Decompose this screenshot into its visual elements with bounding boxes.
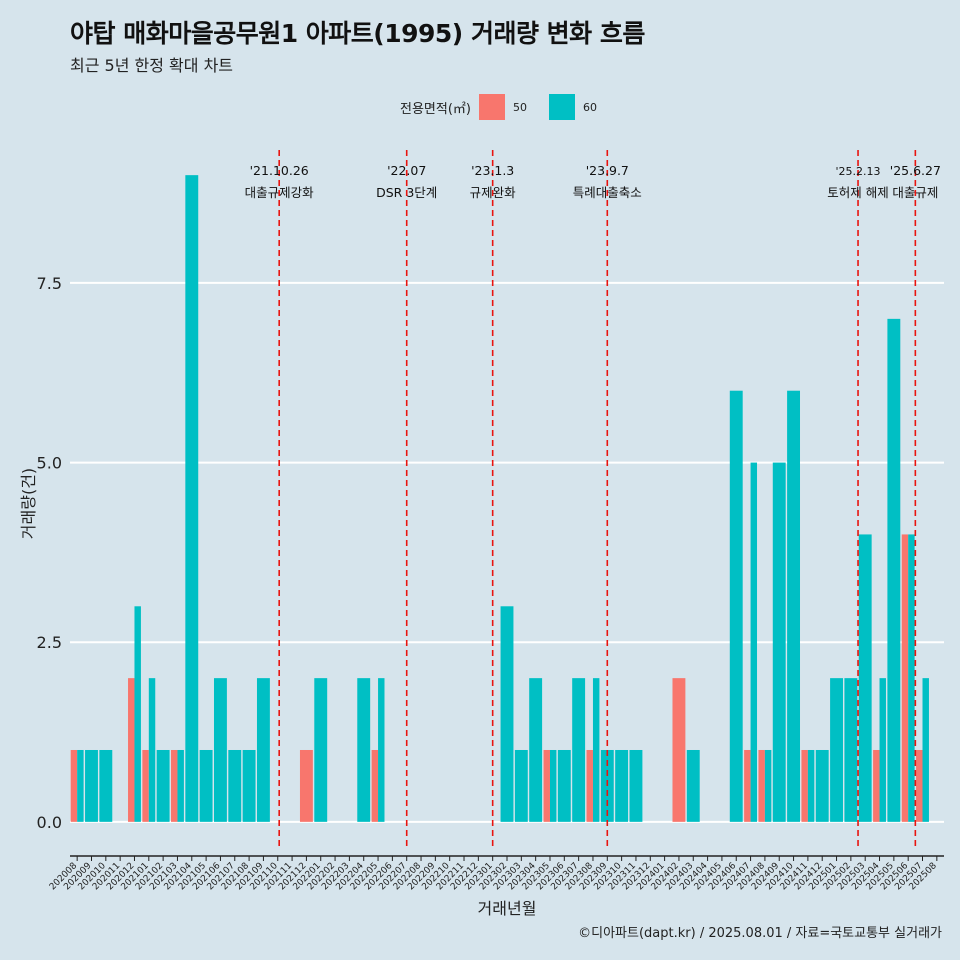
bar-60 — [615, 749, 629, 822]
bar-50 — [70, 749, 78, 822]
bar-60 — [787, 390, 801, 822]
y-tick-label: 0.0 — [37, 813, 62, 832]
bar-60 — [844, 678, 858, 822]
bar-60 — [592, 678, 600, 822]
bar-50 — [758, 749, 765, 822]
bar-60 — [185, 175, 199, 822]
chart-subtitle: 최근 5년 한정 확대 차트 — [70, 56, 234, 75]
bar-60 — [557, 749, 571, 822]
event-date-label: '25.2.13 — [836, 165, 881, 178]
bar-60 — [729, 390, 743, 822]
event-name-label: 토허제 해제 — [827, 185, 888, 200]
event-date-label: '23.1.3 — [471, 163, 514, 178]
y-axis-title: 거래량(건) — [19, 468, 38, 539]
bar-60 — [549, 749, 557, 822]
bar-50 — [744, 749, 751, 822]
event-name-label: 대출규제강화 — [245, 185, 315, 200]
bar-60 — [256, 678, 270, 822]
bar-60 — [887, 318, 901, 822]
bar-60 — [572, 678, 586, 822]
bar-60 — [99, 749, 113, 822]
bar-50 — [801, 749, 808, 822]
bar-60 — [830, 678, 843, 822]
bar-60 — [199, 749, 213, 822]
bar-60 — [879, 678, 886, 822]
chart-title: 야탑 매화마을공무원1 아파트(1995) 거래량 변화 흐름 — [70, 19, 645, 48]
bar-50 — [142, 749, 149, 822]
event-name-label: 특례대출축소 — [573, 185, 642, 200]
bar-50 — [901, 534, 909, 822]
event-date-label: '22.07 — [387, 163, 426, 178]
bar-60 — [314, 678, 328, 822]
bar-60 — [77, 749, 84, 822]
y-tick-label: 7.5 — [37, 274, 62, 293]
bar-50 — [299, 749, 313, 822]
event-name-label: DSR 3단계 — [376, 185, 437, 200]
bar-60 — [242, 749, 256, 822]
bar-50 — [873, 749, 880, 822]
event-date-label: '25.6.27 — [890, 163, 941, 178]
bar-50 — [543, 749, 550, 822]
event-name-label: 규제완화 — [470, 185, 517, 200]
bar-60 — [529, 678, 543, 822]
bar-60 — [85, 749, 98, 822]
bar-60 — [148, 678, 156, 822]
bar-60 — [750, 462, 758, 822]
y-tick-label: 2.5 — [37, 633, 62, 652]
bar-60 — [378, 678, 385, 822]
bar-60 — [807, 749, 815, 822]
bar-60 — [177, 749, 184, 822]
legend-key-50 — [478, 94, 505, 120]
bar-60 — [772, 462, 786, 822]
event-name-label: 대출규제 — [892, 185, 938, 200]
y-tick-label: 5.0 — [37, 454, 62, 473]
event-date-label: '23.9.7 — [586, 163, 629, 178]
legend-key-60 — [548, 94, 575, 120]
bar-60 — [228, 749, 242, 822]
x-axis-title: 거래년월 — [478, 899, 537, 918]
bar-60 — [514, 749, 528, 822]
bar-50 — [916, 749, 923, 822]
bar-60 — [908, 534, 915, 822]
legend-title: 전용면적(㎡) — [400, 101, 471, 117]
bar-60 — [213, 678, 227, 822]
legend: 전용면적(㎡) 50 60 — [400, 93, 619, 121]
bar-60 — [858, 534, 872, 822]
bar-50 — [128, 678, 135, 822]
source-caption: ©디아파트(dapt.kr) / 2025.08.01 / 자료=국토교통부 실… — [578, 926, 942, 941]
bar-50 — [672, 678, 686, 822]
bar-50 — [586, 749, 593, 822]
legend-label-50: 50 — [512, 100, 527, 114]
bar-60 — [357, 678, 371, 822]
bar-60 — [134, 606, 141, 822]
legend-label-60: 60 — [582, 100, 597, 114]
bar-60 — [764, 749, 772, 822]
bar-60 — [629, 749, 643, 822]
bar-50 — [171, 749, 178, 822]
bar-60 — [815, 749, 829, 822]
bar-60 — [686, 749, 700, 822]
bar-60 — [922, 678, 929, 822]
bar-60 — [500, 606, 514, 822]
bar-60 — [156, 749, 170, 822]
event-date-label: '21.10.26 — [250, 163, 309, 178]
bar-50 — [371, 749, 379, 822]
